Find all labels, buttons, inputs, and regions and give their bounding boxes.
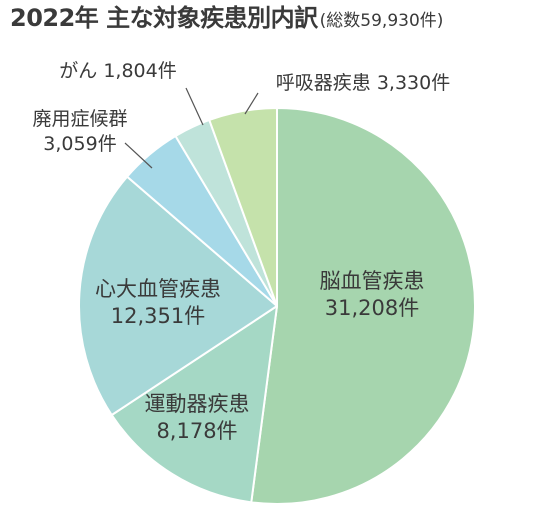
leader-line-disuse-syndrome	[124, 142, 153, 169]
pie-slice-respiratory	[208, 107, 278, 307]
slice-label-cerebrovascular: 脳血管疾患	[320, 269, 425, 293]
slice-label-musculoskeletal: 運動器疾患	[145, 392, 250, 416]
leader-line-respiratory	[244, 92, 259, 115]
slice-label-cardiovascular: 心大血管疾患	[95, 277, 221, 301]
pie-slice-cardiovascular	[78, 175, 278, 417]
slice-value-musculoskeletal: 8,178件	[156, 419, 237, 443]
slice-label-cancer: がん 1,804件	[59, 60, 176, 82]
leader-line-cancer	[185, 87, 204, 126]
slice-value-cerebrovascular: 31,208件	[325, 296, 419, 320]
chart-subtitle: (総数59,930件)	[319, 11, 444, 31]
chart-title-main: 2022年 主な対象疾患別内訳	[10, 4, 318, 32]
slice-label-disuse-syndrome: 廃用症候群	[32, 108, 127, 130]
slice-value-cardiovascular: 12,351件	[111, 304, 205, 328]
slice-label-respiratory: 呼吸器疾患 3,330件	[276, 72, 450, 94]
pie-slice-cerebrovascular	[250, 107, 477, 505]
chart-title: 2022年 主な対象疾患別内訳 (総数59,930件)	[10, 6, 443, 30]
slice-value-disuse-syndrome: 3,059件	[43, 133, 116, 155]
pie-slice-musculoskeletal	[110, 305, 278, 504]
